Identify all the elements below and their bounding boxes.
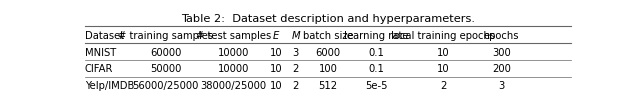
Text: 2: 2 — [440, 80, 447, 90]
Text: epochs: epochs — [484, 31, 519, 41]
Text: learning rate: learning rate — [344, 31, 408, 41]
Text: 10: 10 — [269, 64, 282, 74]
Text: 10000: 10000 — [218, 64, 250, 74]
Text: 2: 2 — [292, 80, 299, 90]
Text: 6000: 6000 — [316, 48, 340, 58]
Text: 2: 2 — [292, 64, 299, 74]
Text: 512: 512 — [319, 80, 337, 90]
Text: Table 2:  Dataset description and hyperparameters.: Table 2: Dataset description and hyperpa… — [181, 14, 475, 24]
Text: local training epochs: local training epochs — [391, 31, 495, 41]
Text: M: M — [291, 31, 300, 41]
Text: 3: 3 — [499, 80, 505, 90]
Text: E: E — [273, 31, 279, 41]
Text: 56000/25000: 56000/25000 — [132, 80, 199, 90]
Text: 200: 200 — [492, 64, 511, 74]
Text: 0.1: 0.1 — [369, 64, 384, 74]
Text: 10000: 10000 — [218, 48, 250, 58]
Text: batch size: batch size — [303, 31, 353, 41]
Text: CIFAR: CIFAR — [85, 64, 113, 74]
Text: 10: 10 — [437, 64, 450, 74]
Text: 5e-5: 5e-5 — [365, 80, 388, 90]
Text: MNIST: MNIST — [85, 48, 116, 58]
Text: # training samples: # training samples — [118, 31, 213, 41]
Text: 0.1: 0.1 — [369, 48, 384, 58]
Text: 38000/25000: 38000/25000 — [201, 80, 267, 90]
Text: 100: 100 — [319, 64, 337, 74]
Text: 10: 10 — [437, 48, 450, 58]
Text: Yelp/IMDB: Yelp/IMDB — [85, 80, 134, 90]
Text: 60000: 60000 — [150, 48, 181, 58]
Text: Dataset: Dataset — [85, 31, 124, 41]
Text: 3: 3 — [292, 48, 299, 58]
Text: 10: 10 — [269, 80, 282, 90]
Text: 300: 300 — [492, 48, 511, 58]
Text: # test samples: # test samples — [196, 31, 271, 41]
Text: 10: 10 — [269, 48, 282, 58]
Text: 50000: 50000 — [150, 64, 181, 74]
